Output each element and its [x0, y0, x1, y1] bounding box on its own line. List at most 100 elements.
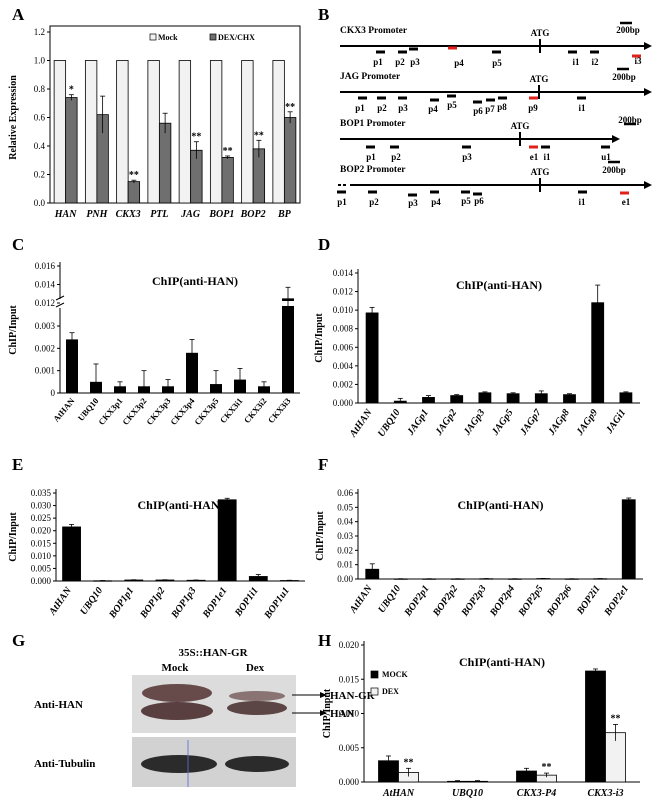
significance-mark: ** [404, 757, 414, 768]
bar-ckx3p4 [186, 352, 198, 393]
band-label-han-gr: HAN-GR [330, 690, 376, 702]
probe-bop1-promoter-p1 [366, 145, 375, 149]
bar-ckx3i3 [282, 298, 294, 393]
bar-jag-mock [178, 60, 192, 204]
probe-label-p9: p9 [528, 103, 538, 113]
y-tick-label: 0.025 [31, 513, 52, 523]
y-tick-label: 0.8 [34, 84, 46, 94]
category-label-bop1: BOP1 [208, 209, 234, 220]
y-tick-label: 0.06 [337, 488, 353, 498]
band-label-han: HAN [330, 708, 355, 720]
legend-label-dex: DEX [382, 687, 399, 696]
panel-e: E 0.000 0.005 0.010 0.015 0.020 0.025 0.030 0.03… [8, 455, 305, 622]
bar-han-dex-chx [65, 97, 78, 204]
probe-label-p2: p2 [377, 103, 387, 113]
panel-d: D 0.000 0.002 0.004 0.006 0.008 0.010 0.012 0.01… [314, 235, 640, 440]
probe-label-p7: p7 [485, 104, 495, 114]
category-label-ubq10: UBQ10 [452, 788, 483, 799]
probe-label-p1: p1 [355, 103, 365, 113]
y-tick-label: 0.005 [31, 563, 52, 573]
probe-label-p3: p3 [398, 103, 408, 113]
probe-bop1-promoter-p3 [462, 145, 471, 149]
probe-bop2-promoter-e1 [620, 191, 629, 195]
category-label-ckx3i2: CKX3i2 [242, 396, 269, 425]
atg-label: ATG [531, 28, 550, 38]
y-tick-label: 0.6 [34, 113, 46, 123]
probe-label-p6: p6 [473, 106, 483, 116]
category-label-bop1p1: BOP1p1 [107, 585, 137, 621]
scale-label: 200bp [612, 72, 636, 82]
category-label-jagp2: JAGp2 [433, 407, 459, 438]
probe-label-e1: e1 [622, 197, 631, 207]
probe-bop1-promoter-p2 [390, 145, 399, 149]
bar-bop1-mock [209, 60, 223, 204]
probe-ckx3-promoter-p1 [376, 50, 385, 54]
probe-bop2-promoter-p5 [461, 190, 470, 194]
bar-jagp2 [450, 395, 464, 404]
category-label-athan: AtHAN [347, 583, 375, 616]
probe-label-p8: p8 [497, 102, 507, 112]
y-tick-label: 0.000 [31, 576, 52, 586]
probe-bop1-promoter-i1 [541, 145, 550, 149]
probe-jag-promoter-p9 [529, 96, 538, 100]
category-label-bop2i1: BOP2i1 [574, 583, 602, 617]
probe-jag-promoter-p6 [473, 100, 482, 104]
panel-letter: C [12, 235, 24, 254]
category-label-bop1e1: BOP1e1 [200, 585, 229, 620]
category-label-ptl: PTL [150, 209, 168, 220]
probe-label-i1: i1 [572, 57, 580, 67]
y-tick-label: 0.012 [35, 298, 55, 308]
promoter-arrowhead [644, 88, 652, 96]
probe-jag-promoter-p3 [398, 96, 407, 100]
y-axis-label: ChIP/Input [8, 512, 19, 562]
significance-mark: ** [223, 146, 233, 157]
probe-bop2-promoter-p3 [408, 193, 417, 197]
category-label-ckx3: CKX3 [116, 209, 141, 220]
category-label-bop1p3: BOP1p3 [169, 585, 199, 621]
category-label-bop2e1: BOP2e1 [602, 583, 631, 618]
probe-label-p2: p2 [369, 197, 379, 207]
promoter-title-ckx3-promoter: CKX3 Promoter [340, 26, 408, 36]
probe-ckx3-promoter-i3 [632, 54, 641, 58]
significance-mark: * [69, 85, 74, 96]
panel-letter: A [12, 5, 25, 24]
probe-label-u1: u1 [601, 152, 611, 162]
panel-a: A 0.0 0.2 0.4 0.6 0.8 1.0 1.2 Relative Expressio… [8, 5, 301, 220]
significance-mark: ** [285, 102, 295, 113]
y-tick-label: 0.04 [337, 517, 353, 527]
category-label-jagp8: JAGp8 [546, 407, 572, 438]
y-tick-label: 0.003 [35, 321, 56, 331]
probe-label-p4: p4 [454, 58, 464, 68]
y-tick-label: 0.015 [31, 538, 52, 548]
legend-swatch-dex-chx [209, 33, 217, 41]
probe-ckx3-promoter-p2 [398, 50, 407, 54]
category-label-han: HAN [54, 209, 77, 220]
band-han-gr-dex [229, 691, 285, 701]
probe-label-p6: p6 [474, 196, 484, 206]
category-label-ckx3-i3: CKX3-i3 [587, 788, 623, 799]
category-label-pnh: PNH [86, 209, 108, 220]
category-label-bop2p4: BOP2p4 [488, 583, 518, 619]
promoter-arrowhead [612, 135, 620, 143]
probe-label-p2: p2 [395, 57, 405, 67]
probe-label-p5: p5 [447, 100, 457, 110]
scale-label: 200bp [616, 25, 640, 35]
probe-bop2-promoter-i1 [578, 190, 587, 194]
bar-jagp3 [478, 392, 492, 404]
y-tick-label: 0.01 [337, 560, 353, 570]
category-label-athan: AtHAN [51, 395, 77, 423]
category-label-bop2p1: BOP2p1 [402, 583, 432, 619]
significance-mark: ** [191, 132, 201, 143]
y-axis-label: ChIP/Input [322, 688, 333, 738]
category-label-jagi1: JAGi1 [603, 407, 628, 436]
bar-jagp5 [506, 393, 520, 404]
category-label-ubq10: UBQ10 [78, 585, 105, 617]
bar-pnh-mock [84, 60, 98, 204]
panel-b: B CKX3 Promoter ATG p1 p2 p3 p4 p5 i1 i2 i3 200bp JA… [318, 5, 652, 208]
probe-label-i2: i2 [591, 57, 599, 67]
probe-label-p4: p4 [428, 104, 438, 114]
chart-title: ChIP(anti-HAN) [152, 274, 238, 288]
probe-label-p1: p1 [337, 197, 347, 207]
